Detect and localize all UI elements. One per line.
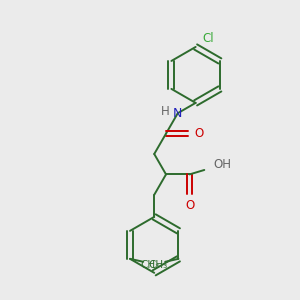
Text: CH₃: CH₃ (141, 260, 160, 270)
Text: O: O (185, 200, 194, 212)
Text: OH: OH (213, 158, 231, 171)
Text: H: H (161, 105, 170, 118)
Text: Cl: Cl (202, 32, 214, 45)
Text: O: O (195, 127, 204, 140)
Text: CH₃: CH₃ (148, 260, 168, 270)
Text: N: N (173, 107, 182, 120)
